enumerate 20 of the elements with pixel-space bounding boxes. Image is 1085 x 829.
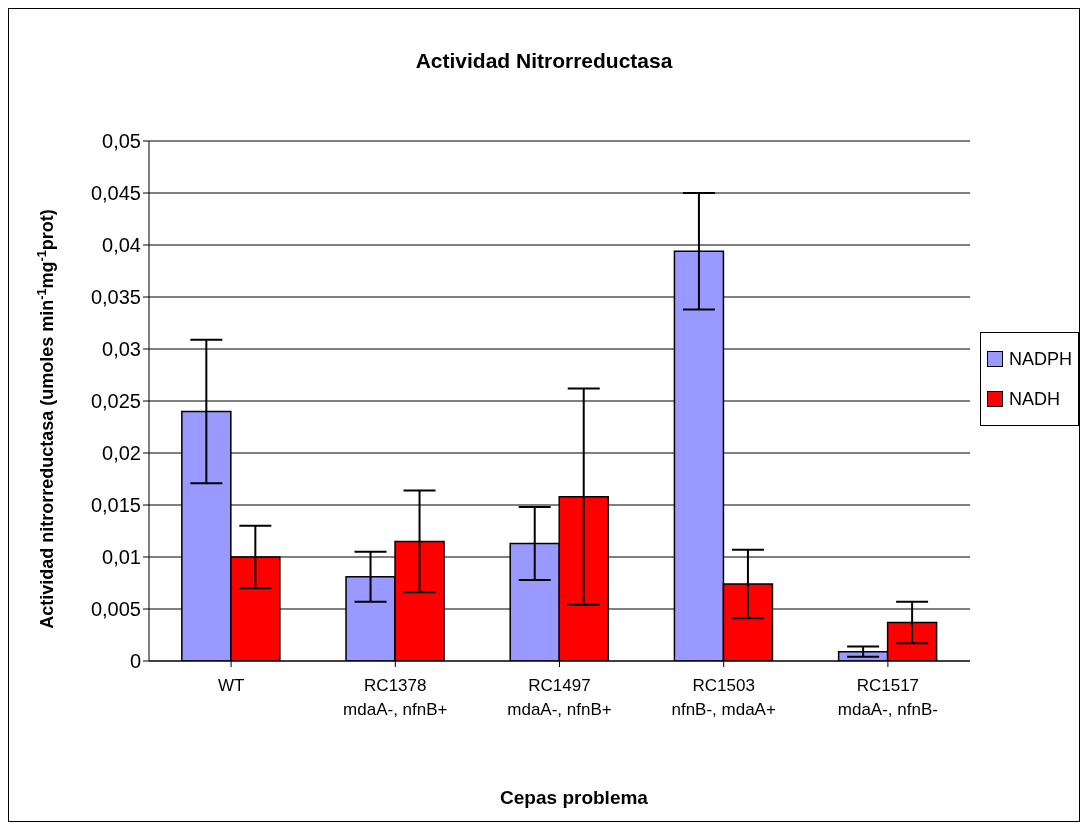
x-tick-label: RC1378 mdaA-, nfnB+ [343,676,448,719]
y-tick-label: 0,025 [90,390,141,413]
y-tick-label: 0,04 [102,234,141,257]
y-tick-label: 0,035 [90,286,141,309]
x-axis-title: Cepas problema [499,787,649,809]
x-tick-label: RC1517 mdaA-, nfnB- [837,676,938,719]
legend-label: NADPH [1008,348,1072,370]
y-tick-label: 0,015 [90,494,141,517]
y-tick-label: 0,045 [90,182,141,205]
legend-label: NADH [1008,388,1060,410]
y-tick-label: 0,05 [102,130,141,153]
x-tick-label: WT [217,676,245,695]
y-tick-label: 0 [129,650,141,673]
y-tick-label: 0,01 [102,546,141,569]
y-tick-label: 0,03 [102,338,141,361]
chart-title: Actividad Nitrorreductasa [414,49,674,73]
x-tick-label: RC1503 nfnB-, mdaA+ [671,676,776,719]
y-tick-label: 0,005 [90,598,141,621]
y-tick-label: 0,02 [102,442,141,465]
x-tick-label: RC1497 mdaA-, nfnB+ [507,676,612,719]
